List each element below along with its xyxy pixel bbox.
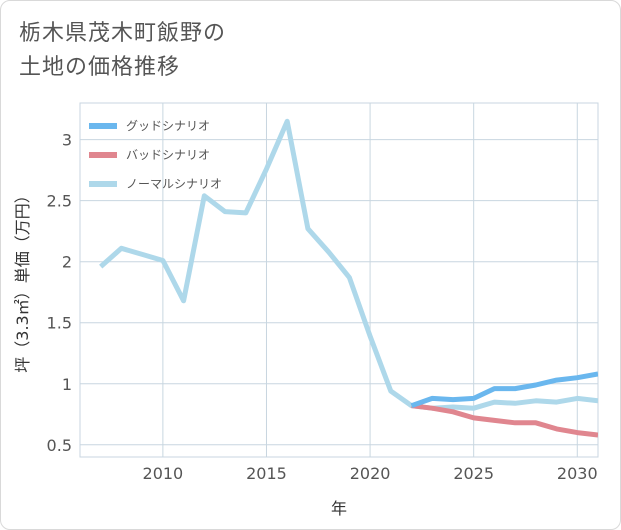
chart-title-line-1: 栃木県茂木町飯野の: [19, 21, 227, 46]
chart-title-line-2: 土地の価格推移: [19, 55, 181, 80]
y-tick-label: 0.5: [47, 436, 72, 455]
legend-label-0: グッドシナリオ: [126, 119, 210, 133]
series-line-0: [410, 371, 598, 409]
y-tick-label: 2.5: [47, 192, 72, 211]
y-tick-label: 1.5: [47, 314, 72, 333]
x-tick-label: 2030: [557, 464, 598, 483]
chart-title: 栃木県茂木町飯野の 土地の価格推移: [19, 17, 226, 85]
legend-label-1: バッドシナリオ: [126, 148, 210, 162]
plot-area: [79, 102, 599, 458]
x-tick-label: 2025: [453, 464, 494, 483]
x-tick-label: 2010: [143, 464, 184, 483]
x-tick-label: 2015: [246, 464, 287, 483]
y-tick-label: 2: [62, 253, 72, 272]
y-tick-label: 3: [62, 131, 72, 150]
x-tick-label: 2020: [350, 464, 391, 483]
series-line-1: [411, 403, 598, 438]
series-lines: [99, 118, 598, 438]
axes: 2010 2015 2020 2025 2030 0.5 1 1.5 2 2.5 3 年 坪（3.3㎡）…: [13, 131, 598, 518]
legend-label-2: ノーマルシナリオ: [126, 177, 222, 191]
y-tick-label: 1: [62, 375, 72, 394]
x-axis-label: 年: [331, 499, 347, 518]
y-axis-label: 坪（3.3㎡）単価（万円）: [13, 187, 32, 372]
series-line-2: [99, 118, 598, 411]
